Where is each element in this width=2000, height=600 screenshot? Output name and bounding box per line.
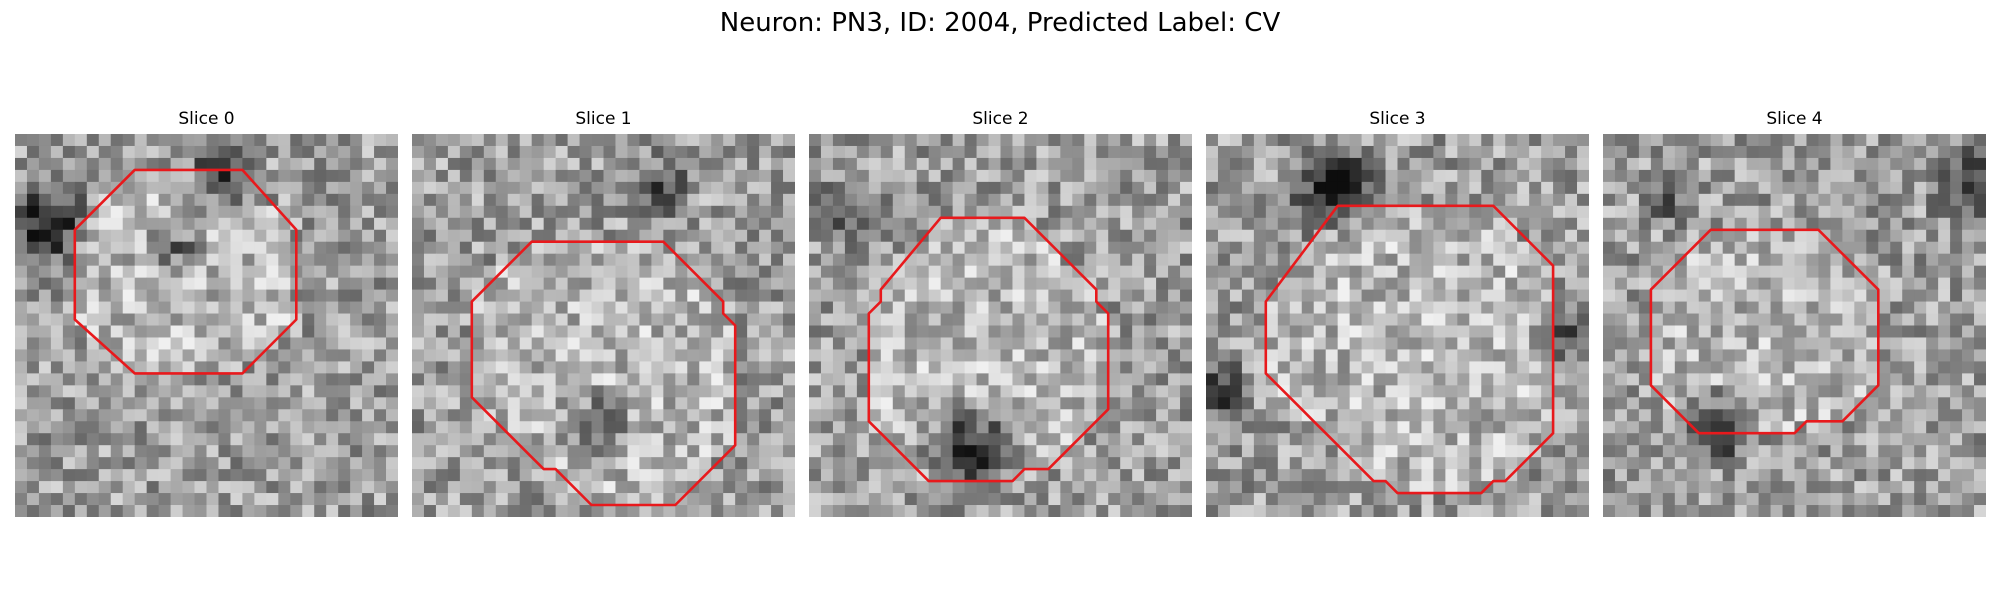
slice-image-4 [1603, 134, 1986, 517]
roi-contour [1264, 204, 1555, 495]
slice-image-3 [1206, 134, 1589, 517]
slice-title-0: Slice 0 [178, 109, 235, 129]
pixel-grid [809, 134, 1192, 517]
pixel-grid [1206, 134, 1589, 517]
slice-title-2: Slice 2 [972, 109, 1029, 129]
roi-contour [867, 216, 1110, 483]
pixel-grid [1603, 134, 1986, 517]
roi-contour [470, 240, 737, 507]
slice-image-0 [15, 134, 398, 517]
pixel-grid [15, 134, 398, 517]
slice-image-1 [412, 134, 795, 517]
slice-image-2 [809, 134, 1192, 517]
slice-title-1: Slice 1 [575, 109, 632, 129]
figure-title: Neuron: PN3, ID: 2004, Predicted Label: … [719, 8, 1281, 38]
slice-title-4: Slice 4 [1766, 109, 1823, 129]
pixel-grid [412, 134, 795, 517]
roi-contour [1649, 228, 1880, 435]
roi-contour [73, 168, 298, 375]
slice-title-3: Slice 3 [1369, 109, 1426, 129]
